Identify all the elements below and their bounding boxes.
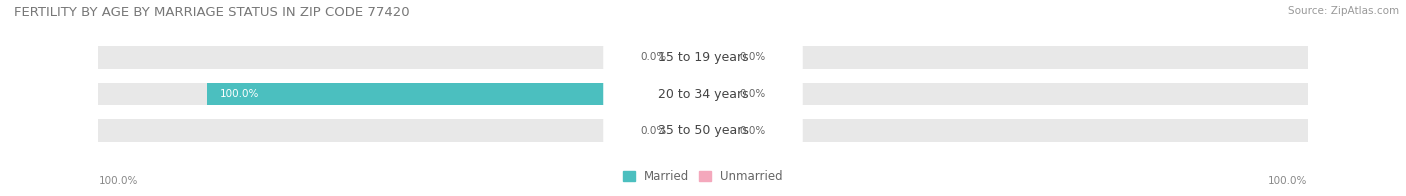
Text: 100.0%: 100.0% [98,176,138,186]
Bar [672,83,703,105]
Text: 0.0%: 0.0% [740,126,765,136]
Text: 100.0%: 100.0% [1268,176,1308,186]
Text: Source: ZipAtlas.com: Source: ZipAtlas.com [1288,6,1399,16]
Legend: Married, Unmarried: Married, Unmarried [619,166,787,188]
Bar [672,119,703,142]
Text: 0.0%: 0.0% [641,126,666,136]
Bar [703,46,1308,69]
Text: 35 to 50 years: 35 to 50 years [658,124,748,137]
Text: 15 to 19 years: 15 to 19 years [658,51,748,64]
Text: FERTILITY BY AGE BY MARRIAGE STATUS IN ZIP CODE 77420: FERTILITY BY AGE BY MARRIAGE STATUS IN Z… [14,6,409,19]
FancyBboxPatch shape [603,110,803,152]
Bar [703,119,1308,142]
Bar [98,46,703,69]
Text: 0.0%: 0.0% [740,52,765,62]
Bar [207,83,703,105]
Bar [703,119,734,142]
Text: 100.0%: 100.0% [219,89,259,99]
Text: 20 to 34 years: 20 to 34 years [658,88,748,101]
Bar [98,119,703,142]
Bar [703,83,734,105]
Text: 0.0%: 0.0% [740,89,765,99]
FancyBboxPatch shape [603,73,803,115]
Bar [703,46,734,69]
Bar [703,83,1308,105]
FancyBboxPatch shape [603,37,803,78]
Bar [98,83,703,105]
Bar [672,46,703,69]
Text: 0.0%: 0.0% [641,52,666,62]
